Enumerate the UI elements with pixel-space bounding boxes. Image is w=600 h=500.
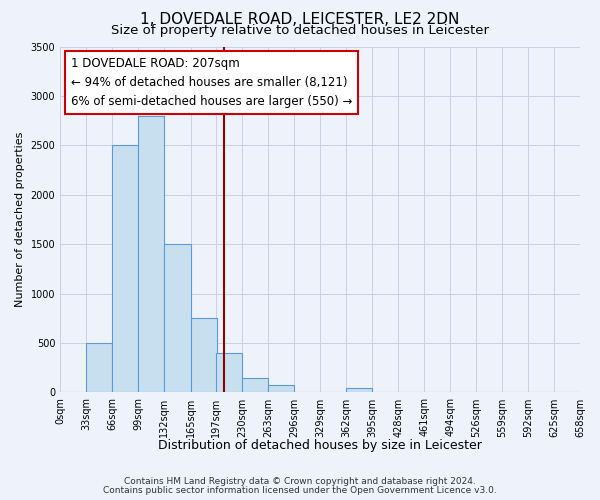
- Bar: [242, 378, 268, 392]
- Text: Contains HM Land Registry data © Crown copyright and database right 2024.: Contains HM Land Registry data © Crown c…: [124, 477, 476, 486]
- X-axis label: Distribution of detached houses by size in Leicester: Distribution of detached houses by size …: [158, 440, 482, 452]
- Bar: [191, 318, 217, 392]
- Bar: [112, 146, 139, 392]
- Text: Size of property relative to detached houses in Leicester: Size of property relative to detached ho…: [111, 24, 489, 37]
- Text: 1, DOVEDALE ROAD, LEICESTER, LE2 2DN: 1, DOVEDALE ROAD, LEICESTER, LE2 2DN: [140, 12, 460, 28]
- Text: Contains public sector information licensed under the Open Government Licence v3: Contains public sector information licen…: [103, 486, 497, 495]
- Bar: [346, 388, 372, 392]
- Bar: [164, 244, 191, 392]
- Bar: [139, 116, 164, 392]
- Bar: [216, 353, 242, 393]
- Y-axis label: Number of detached properties: Number of detached properties: [15, 132, 25, 307]
- Bar: [268, 384, 294, 392]
- Text: 1 DOVEDALE ROAD: 207sqm
← 94% of detached houses are smaller (8,121)
6% of semi-: 1 DOVEDALE ROAD: 207sqm ← 94% of detache…: [71, 57, 352, 108]
- Bar: [86, 343, 112, 392]
